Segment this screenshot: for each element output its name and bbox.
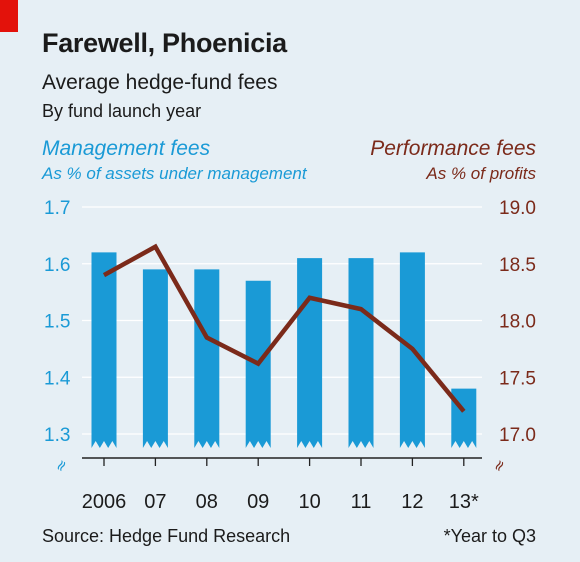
left-axis-subheading: As % of assets under management bbox=[42, 164, 307, 183]
chart-title: Farewell, Phoenicia bbox=[42, 28, 287, 58]
source-note: Source: Hedge Fund Research bbox=[42, 526, 291, 546]
x-tick-label: 08 bbox=[196, 491, 218, 513]
x-tick-label: 12 bbox=[401, 491, 423, 513]
bar bbox=[297, 258, 323, 448]
left-axis-heading: Management fees bbox=[42, 137, 211, 160]
left-tick-label: 1.5 bbox=[44, 312, 70, 333]
x-tick-label: 11 bbox=[351, 491, 372, 513]
x-tick-label: 07 bbox=[144, 491, 166, 513]
bar bbox=[348, 258, 374, 448]
x-tick-label: 2006 bbox=[82, 491, 127, 513]
x-tick-label: 10 bbox=[298, 491, 320, 513]
right-tick-label: 19.0 bbox=[499, 198, 536, 219]
chart-subtitle: Average hedge-fund fees bbox=[42, 71, 278, 94]
bar bbox=[91, 252, 117, 448]
left-tick-label: 1.7 bbox=[44, 198, 70, 219]
right-axis-heading: Performance fees bbox=[370, 137, 536, 160]
right-tick-label: 17.5 bbox=[499, 368, 536, 389]
footnote: *Year to Q3 bbox=[443, 526, 536, 546]
right-tick-label: 18.5 bbox=[499, 255, 536, 276]
right-tick-label: 18.0 bbox=[499, 312, 536, 333]
bar bbox=[194, 269, 220, 448]
x-tick-label: 09 bbox=[247, 491, 269, 513]
bar bbox=[142, 269, 168, 448]
right-tick-label: 17.0 bbox=[499, 425, 536, 446]
right-axis-break-icon: ≈ bbox=[488, 456, 510, 476]
brand-tag bbox=[0, 0, 18, 32]
right-axis-subheading: As % of profits bbox=[426, 164, 536, 183]
x-tick-label: 13* bbox=[449, 491, 479, 513]
chart-subsubtitle: By fund launch year bbox=[42, 101, 202, 121]
left-tick-label: 1.3 bbox=[44, 425, 70, 446]
left-axis-break-icon: ≈ bbox=[50, 456, 72, 476]
performance-fee-line bbox=[102, 243, 466, 413]
left-tick-label: 1.6 bbox=[44, 255, 70, 276]
left-tick-label: 1.4 bbox=[44, 368, 71, 389]
